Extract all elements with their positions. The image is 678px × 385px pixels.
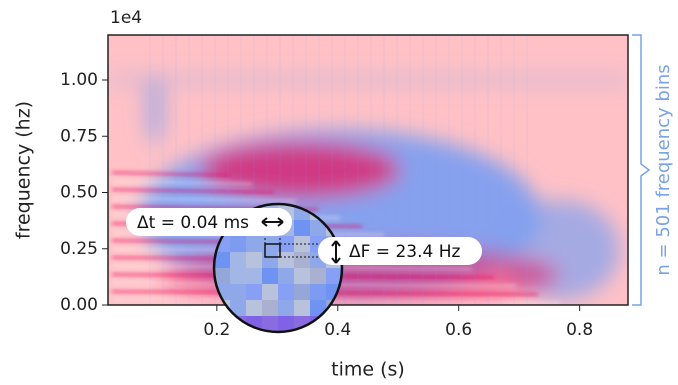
magnified-pixel [230, 300, 246, 316]
y-tick-label: 0.25 [60, 239, 98, 259]
magnified-pixel [262, 252, 278, 268]
dt-label: Δt = 0.04 ms [137, 213, 249, 233]
magnified-pixel [278, 300, 294, 316]
magnifier-ring [212, 202, 344, 334]
magnified-pixel [230, 236, 246, 252]
magnified-pixel [294, 220, 310, 236]
dt-arrow [261, 217, 284, 227]
harmonic [111, 197, 297, 202]
magnified-pixel [294, 300, 310, 316]
selected-bin [264, 243, 281, 258]
x-tick-label: 0.4 [324, 320, 351, 340]
magnified-pixel [294, 284, 310, 300]
magnified-pixel [214, 252, 230, 268]
bins-bracket [632, 34, 651, 306]
magnified-pixel [246, 332, 262, 348]
magnified-pixel [278, 252, 294, 268]
energy-blob [200, 142, 400, 198]
magnified-pixel [326, 268, 342, 284]
magnified-pixel [310, 284, 326, 300]
magnified-pixel [214, 268, 230, 284]
harmonic [111, 188, 275, 194]
df-label: ΔF = 23.4 Hz [349, 242, 460, 262]
magnified-pixel [246, 268, 262, 284]
magnified-pixel [246, 300, 262, 316]
magnified-pixel [262, 300, 278, 316]
magnified-pixel [230, 284, 246, 300]
energy-band [108, 77, 628, 83]
magnified-pixel [310, 268, 326, 284]
magnified-pixel [294, 332, 310, 348]
dt-label-box [126, 208, 292, 236]
magnified-pixel [278, 316, 294, 332]
magnified-pixel [310, 300, 326, 316]
y-tick-label: 1.00 [60, 70, 98, 90]
annotations: Δt = 0.04 ms ΔF = 23.4 Hz n = 501 frequenc… [126, 34, 674, 306]
magnified-pixel [310, 220, 326, 236]
magnified-pixel [278, 284, 294, 300]
magnified-pixel [246, 252, 262, 268]
magnified-pixel [278, 332, 294, 348]
magnified-pixel [278, 268, 294, 284]
magnified-pixel [230, 332, 246, 348]
magnified-pixel [246, 236, 262, 252]
x-tick-label: 0.2 [203, 320, 230, 340]
y-offset-label: 1e4 [110, 8, 142, 28]
magnified-pixel [294, 268, 310, 284]
magnified-pixel [262, 332, 278, 348]
harmonic [111, 171, 231, 177]
bins-label: n = 501 frequency bins [653, 64, 674, 275]
y-tick-label: 0.75 [60, 126, 98, 146]
x-tick-label: 0.8 [566, 320, 593, 340]
harmonic [111, 180, 253, 185]
x-axis-label: time (s) [331, 359, 405, 381]
magnified-pixel [230, 268, 246, 284]
y-tick-label: 0.00 [60, 295, 98, 315]
df-arrow [331, 240, 341, 264]
magnified-pixel [294, 252, 310, 268]
plot-frame [107, 34, 629, 306]
harmonic [111, 299, 561, 304]
magnified-pixel [262, 268, 278, 284]
y-tick-label: 0.50 [60, 183, 98, 203]
magnified-pixel [262, 284, 278, 300]
y-axis-label: frequency (hz) [13, 101, 35, 239]
df-label-box [318, 237, 482, 265]
magnified-pixel [262, 316, 278, 332]
x-tick-label: 0.6 [445, 320, 472, 340]
magnified-pixel [230, 252, 246, 268]
energy-blob [145, 75, 165, 145]
magnified-pixel [246, 284, 262, 300]
